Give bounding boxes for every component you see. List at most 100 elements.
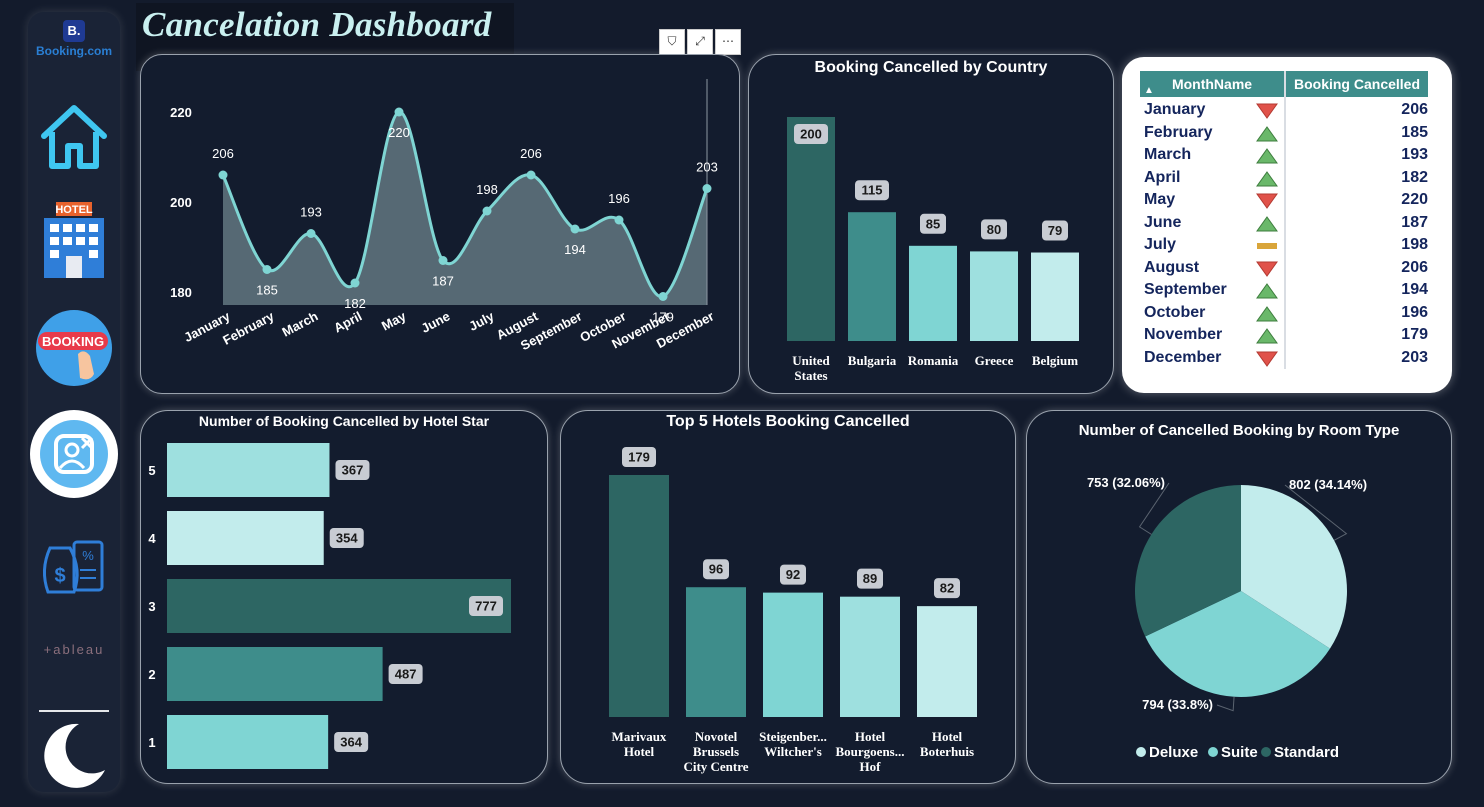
x-tick-4: May — [379, 308, 409, 333]
tableau-logo[interactable]: +ableau — [31, 642, 117, 657]
hotel-label-2-0: Steigenber... — [759, 729, 827, 744]
table-row[interactable]: October 196 — [1144, 302, 1428, 324]
more-options-icon[interactable]: ⋯ — [715, 29, 741, 55]
pie-label-0: 802 (34.14%) — [1289, 477, 1367, 492]
star-bar-4 — [167, 715, 328, 769]
monthly-area-chart: 220200180206January185February193March18… — [141, 55, 739, 393]
table-row[interactable]: August 206 — [1144, 257, 1428, 279]
legend-label-2: Standard — [1274, 744, 1339, 761]
top-hotels-chart-card[interactable]: Top 5 Hotels Booking Cancelled 179 Mariva… — [560, 410, 1016, 784]
focus-mode-icon[interactable]: ⤢ — [687, 29, 713, 55]
hotel-icon[interactable]: HOTEL — [34, 198, 114, 282]
trend-up-icon — [1256, 328, 1278, 344]
country-value-0: 200 — [800, 127, 822, 142]
top-hotels-chart-title: Top 5 Hotels Booking Cancelled — [561, 413, 1015, 431]
data-label-8: 194 — [564, 242, 586, 257]
trend-down-shape — [1257, 104, 1277, 118]
table-cell-value: 196 — [1401, 304, 1428, 322]
divider — [39, 710, 109, 712]
star-bar-0 — [167, 443, 329, 497]
data-label-9: 196 — [608, 191, 630, 206]
booking-logo[interactable]: B. Booking.com — [34, 20, 114, 70]
y-tick-0: 220 — [170, 105, 192, 120]
trend-up-shape — [1257, 307, 1277, 321]
hotel-label-4-1: Boterhuis — [920, 744, 974, 759]
country-chart-card[interactable]: Booking Cancelled by Country 200 United St… — [748, 54, 1114, 394]
table-cell-month: May — [1144, 191, 1175, 209]
trend-up-icon — [1256, 216, 1278, 232]
table-row[interactable]: September 194 — [1144, 279, 1428, 301]
trend-down-shape — [1257, 352, 1277, 366]
table-cell-value: 203 — [1401, 349, 1428, 367]
data-point-8 — [571, 225, 580, 234]
data-point-5 — [439, 256, 448, 265]
table-row[interactable]: February 185 — [1144, 122, 1428, 144]
country-bar-0 — [787, 117, 835, 341]
trend-up-icon — [1256, 171, 1278, 187]
legend-marker-2 — [1261, 747, 1271, 757]
table-cell-value: 194 — [1401, 281, 1428, 299]
hotel-star-chart-card[interactable]: Number of Booking Cancelled by Hotel Sta… — [140, 410, 548, 784]
trend-up-icon — [1256, 126, 1278, 142]
finance-icon[interactable]: $ % — [34, 530, 114, 600]
table-row[interactable]: January 206 — [1144, 99, 1428, 121]
trend-up-shape — [1257, 329, 1277, 343]
table-row[interactable]: November 179 — [1144, 324, 1428, 346]
star-value-0: 367 — [342, 463, 364, 478]
trend-down-icon — [1256, 103, 1278, 119]
table-cell-value: 206 — [1401, 259, 1428, 277]
sidebar: B. Booking.com HOTEL BOOKING — [28, 12, 120, 792]
hotel-value-2: 92 — [786, 567, 800, 582]
table-row[interactable]: March 193 — [1144, 144, 1428, 166]
cancel-user-icon[interactable] — [30, 410, 118, 498]
booking-button-text: BOOKING — [42, 334, 104, 349]
trend-down-icon — [1256, 261, 1278, 277]
monthly-chart-card[interactable]: 220 200 180 206 January 185 February 193 March 18… — [140, 54, 740, 394]
hotel-star-bar-chart: 5 3674 3543 7772 4871 364 — [141, 411, 547, 783]
table-cell-value: 206 — [1401, 101, 1428, 119]
table-cell-month: August — [1144, 259, 1199, 277]
x-tick-5: June — [419, 308, 453, 335]
data-point-2 — [307, 229, 316, 238]
x-tick-3: April — [331, 308, 364, 335]
hotel-label-0-0: Marivaux — [612, 729, 667, 744]
star-value-4: 364 — [340, 735, 362, 750]
pie-label-2: 753 (32.06%) — [1087, 475, 1165, 490]
table-row[interactable]: July 198 — [1144, 234, 1428, 256]
table-cell-month: April — [1144, 169, 1180, 187]
country-label-0-0: United — [792, 353, 830, 368]
monthly-table[interactable]: MonthName ▲ Booking Cancelled January 206… — [1122, 57, 1452, 393]
filter-icon[interactable]: ⛉ — [659, 29, 685, 55]
country-bar-1 — [848, 212, 896, 341]
table-cell-month: October — [1144, 304, 1205, 322]
table-cell-value: 185 — [1401, 124, 1428, 142]
country-value-4: 79 — [1048, 223, 1062, 238]
home-icon[interactable] — [34, 96, 114, 176]
table-cell-value: 198 — [1401, 236, 1428, 254]
table-row[interactable]: December 203 — [1144, 347, 1428, 369]
table-row[interactable]: June 187 — [1144, 212, 1428, 234]
hotel-label-0-1: Hotel — [624, 744, 655, 759]
trend-up-shape — [1257, 172, 1277, 186]
x-tick-6: July — [466, 308, 497, 334]
table-row[interactable]: April 182 — [1144, 167, 1428, 189]
table-header-value[interactable]: Booking Cancelled — [1286, 71, 1428, 97]
table-row[interactable]: May 220 — [1144, 189, 1428, 211]
star-label-1: 4 — [148, 531, 156, 546]
table-header-month[interactable]: MonthName ▲ — [1140, 71, 1284, 97]
hotel-bar-0 — [609, 475, 669, 717]
data-point-7 — [527, 171, 536, 180]
room-type-chart-card[interactable]: Number of Cancelled Booking by Room Type… — [1026, 410, 1452, 784]
hotel-star-chart-title: Number of Booking Cancelled by Hotel Sta… — [141, 413, 547, 429]
trend-up-shape — [1257, 149, 1277, 163]
data-label-1: 185 — [256, 283, 278, 298]
moon-icon[interactable] — [37, 718, 111, 792]
country-label-3: Greece — [975, 353, 1014, 368]
trend-flat-shape — [1257, 243, 1277, 249]
star-value-2: 777 — [475, 599, 497, 614]
y-tick-2: 180 — [170, 285, 192, 300]
booking-logo-text: Booking.com — [34, 44, 114, 58]
trend-up-icon — [1256, 148, 1278, 164]
booking-button-icon[interactable]: BOOKING — [34, 308, 114, 388]
